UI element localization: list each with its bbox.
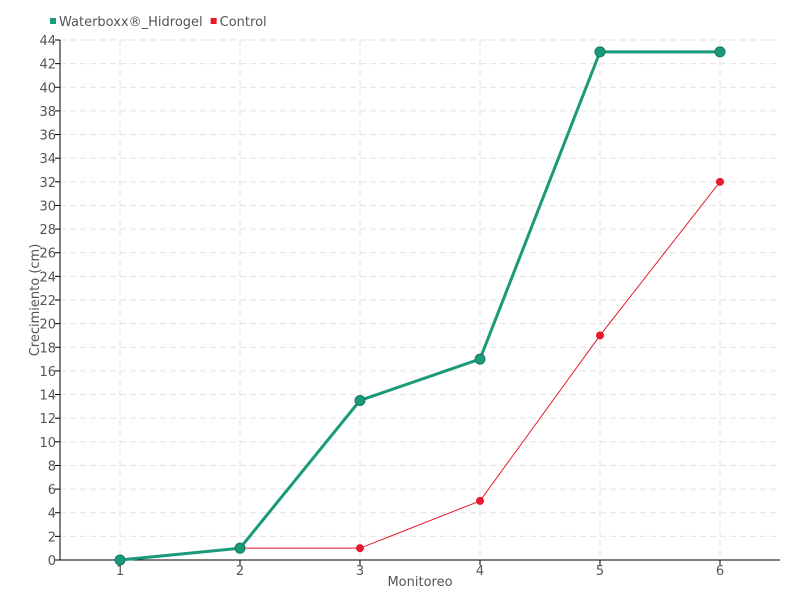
y-tick-label: 18 xyxy=(39,341,56,356)
x-tick-label: 2 xyxy=(236,564,244,579)
x-tick-label: 6 xyxy=(716,564,724,579)
y-tick-label: 10 xyxy=(39,436,56,451)
y-tick-label: 2 xyxy=(48,530,56,545)
y-tick-label: 12 xyxy=(39,412,56,427)
x-axis-label: Monitoreo xyxy=(387,575,452,590)
y-tick-label: 14 xyxy=(39,389,56,404)
data-point-control xyxy=(716,177,724,186)
y-tick-label: 8 xyxy=(48,459,56,474)
y-tick-label: 38 xyxy=(39,105,56,120)
legend-marker xyxy=(50,18,56,24)
legend[interactable]: Waterboxx®_Hidrogel Control xyxy=(50,15,267,30)
grid xyxy=(60,39,780,560)
data-point-control xyxy=(476,496,484,505)
legend-marker xyxy=(210,18,217,24)
data-point-waterboxx xyxy=(354,394,366,406)
y-tick-label: 26 xyxy=(39,247,56,262)
y-tick-label: 0 xyxy=(48,554,56,569)
y-tick-label: 32 xyxy=(39,176,56,191)
legend-label-control: Control xyxy=(220,15,267,30)
data-point-control xyxy=(356,544,364,553)
axes: 0246810121416182022242628303234363840424… xyxy=(39,34,780,579)
x-tick-label: 5 xyxy=(596,564,604,579)
y-tick-label: 24 xyxy=(39,270,56,285)
data-point-waterboxx xyxy=(474,353,486,365)
y-tick-label: 34 xyxy=(39,152,56,167)
y-tick-label: 4 xyxy=(48,507,56,522)
y-tick-label: 36 xyxy=(39,129,56,144)
y-axis-label: Crecimiento (cm) xyxy=(28,244,43,357)
x-tick-label: 1 xyxy=(116,564,124,579)
y-tick-label: 30 xyxy=(39,199,56,214)
y-tick-label: 44 xyxy=(39,34,56,49)
y-tick-label: 20 xyxy=(39,318,56,333)
data-point-waterboxx xyxy=(114,554,126,566)
y-tick-label: 40 xyxy=(39,81,56,96)
y-tick-label: 16 xyxy=(39,365,56,380)
series-line-waterboxx xyxy=(119,50,720,562)
legend-label-waterboxx: Waterboxx®_Hidrogel xyxy=(59,15,203,30)
data-point-waterboxx xyxy=(234,542,246,554)
x-tick-label: 4 xyxy=(476,564,484,579)
data-point-waterboxx xyxy=(714,46,726,58)
y-tick-label: 28 xyxy=(39,223,56,238)
data-point-waterboxx xyxy=(594,46,606,58)
series-layer xyxy=(114,46,726,566)
y-tick-label: 42 xyxy=(39,58,56,73)
x-tick-label: 3 xyxy=(356,564,364,579)
y-tick-label: 6 xyxy=(48,483,56,498)
y-tick-label: 22 xyxy=(39,294,56,309)
data-point-control xyxy=(596,331,604,340)
